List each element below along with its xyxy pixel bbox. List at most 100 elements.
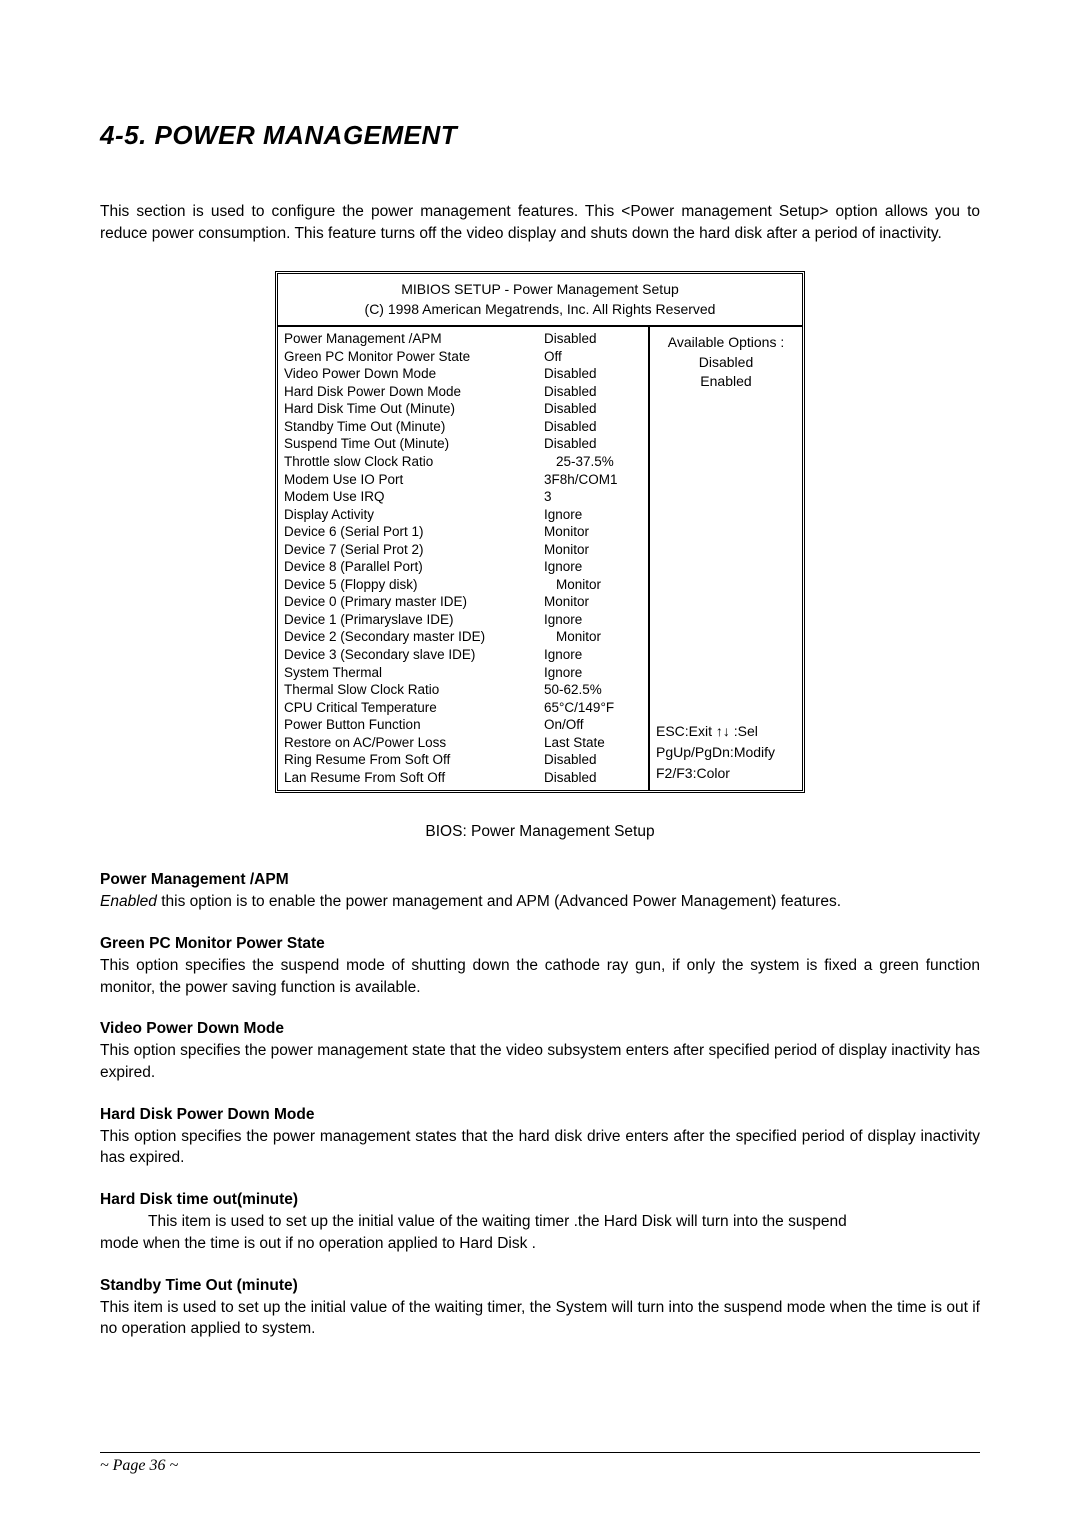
bios-row: Hard Disk Time Out (Minute)Disabled (284, 400, 644, 418)
bios-row: Display ActivityIgnore (284, 506, 644, 524)
key-esc: ESC:Exit ↑↓ :Sel (656, 721, 796, 742)
paragraph-title: Hard Disk Power Down Mode (100, 1106, 980, 1124)
bios-row: Device 2 (Secondary master IDE)Monitor (284, 628, 644, 646)
bios-setting-value: Monitor (544, 523, 644, 541)
bios-setting-value: Disabled (544, 435, 644, 453)
bios-setting-value: Monitor (544, 576, 644, 594)
options-title: Available Options : (656, 333, 796, 353)
bios-setting-label: Device 3 (Secondary slave IDE) (284, 646, 544, 664)
bios-setting-label: Thermal Slow Clock Ratio (284, 681, 544, 699)
bios-row: Suspend Time Out (Minute)Disabled (284, 435, 644, 453)
bios-setting-value: On/Off (544, 716, 644, 734)
paragraph-block: Green PC Monitor Power State This option … (100, 935, 980, 998)
bios-settings-list: Power Management /APMDisabledGreen PC Mo… (278, 327, 648, 790)
bios-setting-label: Power Management /APM (284, 330, 544, 348)
bios-row: Video Power Down ModeDisabled (284, 365, 644, 383)
paragraph-title: Hard Disk time out(minute) (100, 1191, 980, 1209)
section-title: 4-5. POWER MANAGEMENT (100, 120, 980, 151)
bios-setting-label: Device 5 (Floppy disk) (284, 576, 544, 594)
bios-box: MIBIOS SETUP - Power Management Setup (C… (275, 271, 805, 793)
option-enabled: Enabled (656, 372, 796, 392)
bios-setting-value: Disabled (544, 383, 644, 401)
bios-setting-label: Green PC Monitor Power State (284, 348, 544, 366)
bios-row: Modem Use IRQ3 (284, 488, 644, 506)
bios-row: Device 1 (Primaryslave IDE)Ignore (284, 611, 644, 629)
bios-setting-label: Modem Use IRQ (284, 488, 544, 506)
bios-row: Power Management /APMDisabled (284, 330, 644, 348)
bios-setting-label: CPU Critical Temperature (284, 699, 544, 717)
bios-row: System ThermalIgnore (284, 664, 644, 682)
bios-setting-value: 3 (544, 488, 644, 506)
bios-setting-label: Power Button Function (284, 716, 544, 734)
bios-setting-label: Device 1 (Primaryslave IDE) (284, 611, 544, 629)
key-pgup: PgUp/PgDn:Modify (656, 742, 796, 763)
paragraph-block: Video Power Down Mode This option specifi… (100, 1020, 980, 1083)
key-legend: ESC:Exit ↑↓ :Sel PgUp/PgDn:Modify F2/F3:… (656, 721, 796, 784)
bios-setting-value: Disabled (544, 751, 644, 769)
paragraph-text: This option specifies the suspend mode o… (100, 955, 980, 998)
page-number: ~ Page 36 ~ (100, 1457, 980, 1475)
paragraph-block: Power Management /APM Enabled this option… (100, 871, 980, 913)
bios-setting-value: Disabled (544, 769, 644, 787)
bios-setting-value: Disabled (544, 330, 644, 348)
paragraph-title: Power Management /APM (100, 871, 980, 889)
bios-row: Device 3 (Secondary slave IDE)Ignore (284, 646, 644, 664)
bios-setting-value: Ignore (544, 558, 644, 576)
bios-setting-label: Device 2 (Secondary master IDE) (284, 628, 544, 646)
available-options: Available Options : Disabled Enabled (656, 333, 796, 392)
bios-setting-label: Device 7 (Serial Prot 2) (284, 541, 544, 559)
bios-caption: BIOS: Power Management Setup (100, 823, 980, 841)
intro-paragraph: This section is used to configure the po… (100, 201, 980, 246)
paragraph-title: Video Power Down Mode (100, 1020, 980, 1038)
paragraph-text: This option specifies the power manageme… (100, 1126, 980, 1169)
page-footer: ~ Page 36 ~ (100, 1452, 980, 1475)
bios-setting-value: Disabled (544, 365, 644, 383)
bios-header-line1: MIBIOS SETUP - Power Management Setup (282, 280, 798, 300)
bios-row: Standby Time Out (Minute)Disabled (284, 418, 644, 436)
bios-row: Modem Use IO Port3F8h/COM1 (284, 471, 644, 489)
bios-row: Green PC Monitor Power StateOff (284, 348, 644, 366)
bios-setting-label: Modem Use IO Port (284, 471, 544, 489)
paragraph-text: This item is used to set up the initial … (100, 1297, 980, 1340)
paragraph-text: This option specifies the power manageme… (100, 1040, 980, 1083)
paragraph-block: Hard Disk time out(minute)This item is u… (100, 1191, 980, 1254)
bios-setting-value: 3F8h/COM1 (544, 471, 644, 489)
bios-row: Device 0 (Primary master IDE)Monitor (284, 593, 644, 611)
bios-setting-value: Monitor (544, 593, 644, 611)
bios-setting-value: 50-62.5% (544, 681, 644, 699)
bios-row: Device 6 (Serial Port 1)Monitor (284, 523, 644, 541)
bios-setting-label: Device 8 (Parallel Port) (284, 558, 544, 576)
paragraph-title: Green PC Monitor Power State (100, 935, 980, 953)
bios-setting-label: Device 6 (Serial Port 1) (284, 523, 544, 541)
bios-setting-value: Ignore (544, 664, 644, 682)
bios-setting-value: 65°C/149°F (544, 699, 644, 717)
bios-row: CPU Critical Temperature65°C/149°F (284, 699, 644, 717)
bios-row: Device 8 (Parallel Port)Ignore (284, 558, 644, 576)
paragraph-text: Enabled this option is to enable the pow… (100, 891, 980, 913)
bios-setting-value: Off (544, 348, 644, 366)
bios-row: Hard Disk Power Down ModeDisabled (284, 383, 644, 401)
bios-row: Lan Resume From Soft OffDisabled (284, 769, 644, 787)
paragraph-block: Hard Disk Power Down Mode This option spe… (100, 1106, 980, 1169)
bios-setting-label: Lan Resume From Soft Off (284, 769, 544, 787)
paragraph-block: Standby Time Out (minute) This item is us… (100, 1277, 980, 1340)
bios-body: Power Management /APMDisabledGreen PC Mo… (278, 327, 802, 790)
bios-setting-value: Ignore (544, 506, 644, 524)
bios-setting-label: Video Power Down Mode (284, 365, 544, 383)
bios-setting-label: Display Activity (284, 506, 544, 524)
bios-setting-label: Suspend Time Out (Minute) (284, 435, 544, 453)
bios-header-line2: (C) 1998 American Megatrends, Inc. All R… (282, 300, 798, 320)
bios-row: Ring Resume From Soft OffDisabled (284, 751, 644, 769)
option-disabled: Disabled (656, 353, 796, 373)
bios-setting-value: Last State (544, 734, 644, 752)
bios-row: Device 5 (Floppy disk)Monitor (284, 576, 644, 594)
bios-setting-value: Ignore (544, 611, 644, 629)
bios-row: Power Button FunctionOn/Off (284, 716, 644, 734)
bios-setting-label: Throttle slow Clock Ratio (284, 453, 544, 471)
bios-header: MIBIOS SETUP - Power Management Setup (C… (278, 274, 802, 327)
bios-setting-label: Device 0 (Primary master IDE) (284, 593, 544, 611)
bios-setting-value: Disabled (544, 400, 644, 418)
bios-setting-label: Hard Disk Power Down Mode (284, 383, 544, 401)
paragraph-title: Standby Time Out (minute) (100, 1277, 980, 1295)
bios-row: Device 7 (Serial Prot 2)Monitor (284, 541, 644, 559)
